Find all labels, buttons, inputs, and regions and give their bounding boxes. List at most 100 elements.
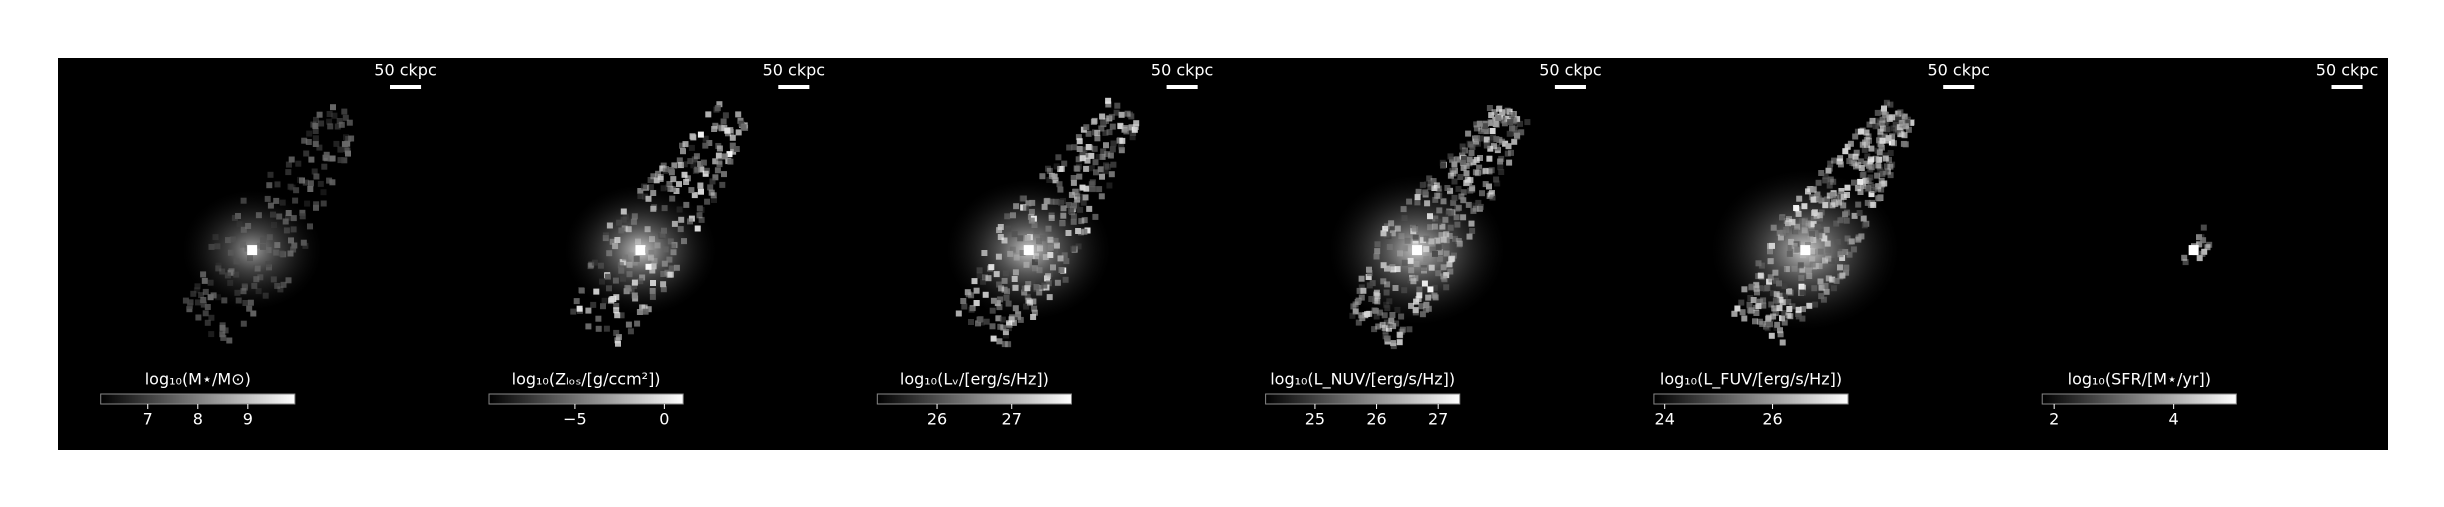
- pixel: [1108, 113, 1115, 120]
- pixel: [1024, 285, 1031, 292]
- pixel: [1836, 158, 1843, 165]
- pixel: [316, 111, 323, 118]
- pixel: [1882, 152, 1889, 159]
- pixel: [645, 306, 652, 313]
- pixel: [303, 150, 310, 157]
- pixel: [973, 300, 980, 306]
- colorbar-tick-label: 9: [243, 410, 253, 429]
- pixel: [1811, 285, 1818, 292]
- pixel: [977, 316, 984, 323]
- pixel: [1389, 264, 1396, 271]
- pixel: [1074, 189, 1081, 195]
- pixel: [1463, 180, 1470, 187]
- pixel: [1103, 142, 1109, 149]
- pixel: [1381, 312, 1388, 319]
- pixel: [1416, 292, 1423, 299]
- pixel: [1374, 241, 1381, 248]
- pixel: [1380, 278, 1387, 285]
- pixel: [1373, 289, 1380, 296]
- pixel: [1384, 265, 1390, 272]
- pixel: [1857, 189, 1864, 195]
- pixel: [655, 170, 662, 177]
- pixel: [346, 119, 353, 126]
- pixel: [712, 174, 719, 181]
- pixel: [1779, 215, 1786, 222]
- pixel: [234, 289, 241, 296]
- pixel: [1866, 121, 1873, 128]
- pixel: [637, 188, 644, 194]
- pixel: [661, 260, 668, 267]
- pixel: [330, 104, 336, 111]
- pixel: [633, 255, 640, 262]
- pixel: [312, 135, 319, 142]
- pixel: [644, 226, 651, 233]
- pixel: [1041, 203, 1048, 210]
- pixel: [662, 246, 669, 253]
- pixel: [1449, 156, 1456, 163]
- pixel: [1886, 156, 1892, 163]
- pixel: [1809, 256, 1816, 263]
- pixel: [1451, 178, 1458, 185]
- pixel: [1799, 252, 1806, 259]
- scale-bar: [1554, 85, 1586, 89]
- pixel: [727, 158, 734, 165]
- pixel: [1809, 186, 1816, 193]
- pixel: [1799, 315, 1806, 322]
- pixel: [1870, 187, 1877, 193]
- pixel: [1356, 287, 1363, 294]
- pixel: [1046, 177, 1053, 183]
- pixel: [1874, 147, 1881, 154]
- pixel: [326, 118, 333, 125]
- pixel: [1431, 185, 1438, 191]
- pixel: [1837, 264, 1843, 271]
- pixel: [1091, 145, 1098, 152]
- pixel: [573, 298, 580, 305]
- pixel: [233, 258, 240, 265]
- pixel: [1358, 284, 1365, 291]
- pixel: [255, 288, 262, 295]
- pixel: [1800, 306, 1806, 313]
- pixel: [1048, 240, 1054, 246]
- pixel: [1419, 311, 1426, 318]
- pixel: [1834, 238, 1841, 245]
- pixel: [1861, 222, 1868, 229]
- pixel: [1031, 309, 1038, 316]
- pixel: [997, 296, 1004, 303]
- pixel: [1393, 320, 1400, 327]
- pixel: [1421, 267, 1427, 274]
- pixel: [1840, 193, 1847, 200]
- pixel: [735, 111, 742, 118]
- pixel: [1043, 198, 1050, 205]
- pixel: [1365, 274, 1372, 280]
- pixel: [320, 200, 327, 207]
- pixel: [1879, 170, 1886, 177]
- pixel: [661, 227, 667, 234]
- pixel: [679, 142, 685, 149]
- pixel: [1443, 231, 1450, 238]
- pixel: [1731, 310, 1738, 317]
- pixel: [719, 181, 726, 188]
- pixel: [1358, 294, 1365, 301]
- pixel: [651, 257, 658, 264]
- pixel: [729, 142, 736, 149]
- pixel: [1088, 165, 1095, 172]
- pixel: [614, 337, 621, 344]
- pixel: [687, 158, 694, 165]
- pixel: [1034, 255, 1041, 262]
- pixel: [1850, 246, 1857, 253]
- pixel: [1787, 289, 1794, 296]
- pixel: [1133, 120, 1140, 127]
- pixel: [691, 192, 698, 199]
- pixel: [2204, 244, 2211, 251]
- pixel: [1033, 285, 1040, 292]
- pixel: [1435, 270, 1442, 277]
- pixel: [683, 201, 690, 208]
- pixel: [1017, 316, 1024, 323]
- pixel: [1812, 301, 1819, 308]
- pixel: [313, 201, 320, 208]
- pixel: [1823, 288, 1830, 295]
- pixel: [1807, 235, 1814, 242]
- pixel: [1863, 177, 1870, 184]
- pixel: [714, 105, 721, 112]
- pixel: [254, 265, 261, 272]
